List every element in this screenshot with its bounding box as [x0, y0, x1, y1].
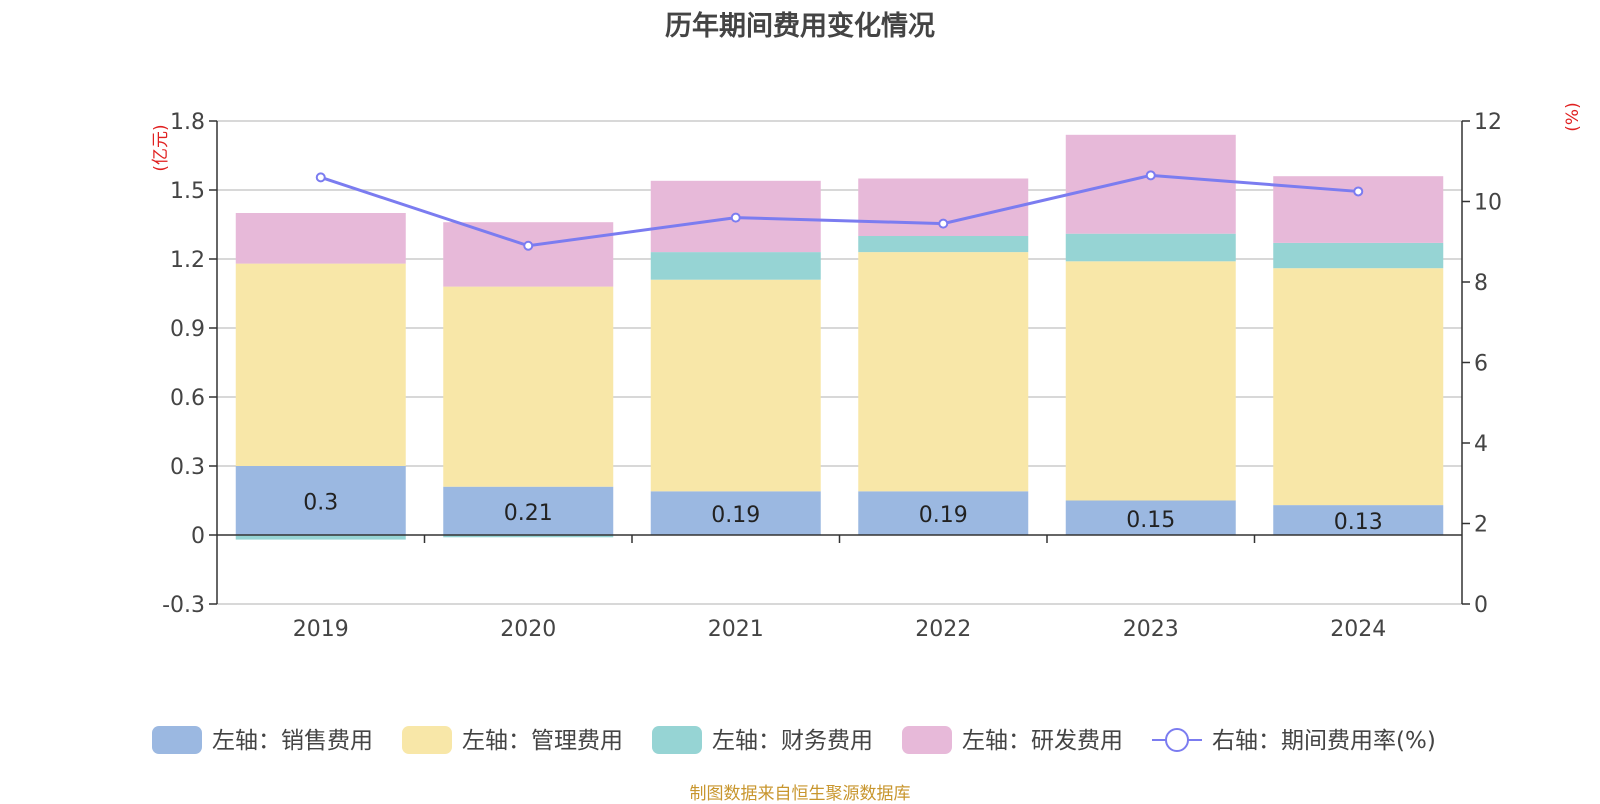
rate-point	[523, 240, 534, 251]
bar-segment	[858, 491, 1029, 535]
data-label: 0.13	[1334, 510, 1383, 535]
legend-swatch	[902, 726, 952, 754]
x-axis-tick-label: 2019	[293, 617, 349, 642]
legend-label: 左轴：研发费用	[962, 728, 1123, 754]
bar-segment	[443, 222, 614, 287]
x-axis-tick-label: 2024	[1330, 617, 1386, 642]
bar-segment	[235, 213, 406, 264]
right-axis-unit: (%)	[1563, 102, 1583, 131]
data-label: 0.21	[504, 501, 553, 526]
rate-point	[1353, 186, 1364, 197]
data-label: 0.19	[711, 503, 760, 528]
source-note: 制图数据来自恒生聚源数据库	[689, 784, 911, 804]
x-axis-tick-label: 2023	[1123, 617, 1179, 642]
bar-segment	[650, 279, 821, 492]
x-axis-tick-label: 2020	[500, 617, 556, 642]
right-axis-tick-label: 0	[1474, 593, 1488, 618]
right-axis-tick-label: 10	[1474, 191, 1502, 216]
left-axis-unit: (亿元)	[151, 124, 171, 171]
left-axis-tick-label: 0	[191, 524, 205, 549]
left-axis-tick-label: 0.6	[170, 386, 205, 411]
legend-marker	[1165, 728, 1189, 752]
legend-label: 左轴：财务费用	[712, 728, 873, 754]
bar-segment	[858, 252, 1029, 492]
bar-segment	[858, 236, 1029, 253]
bar-segment	[443, 486, 614, 535]
left-axis-tick-label: 1.2	[170, 248, 205, 273]
bar-segment	[1065, 134, 1236, 234]
bar-segment	[235, 263, 406, 466]
data-label: 0.3	[303, 491, 338, 516]
bar-segment	[1065, 261, 1236, 501]
data-label: 0.19	[919, 503, 968, 528]
bar-segment	[443, 286, 614, 487]
left-axis-tick-label: 1.8	[170, 110, 205, 135]
bar-segment	[1273, 242, 1444, 269]
rate-line	[320, 173, 1359, 248]
bar-segment	[650, 252, 821, 280]
bar-segment	[235, 466, 406, 535]
rate-point	[315, 172, 326, 183]
left-axis-tick-label: 0.3	[170, 455, 205, 480]
legend-label: 左轴：管理费用	[462, 728, 623, 754]
bar-segment	[1273, 268, 1444, 506]
right-axis-tick-label: 4	[1474, 432, 1488, 457]
left-axis-tick-label: 0.9	[170, 317, 205, 342]
right-axis-tick-label: 6	[1474, 352, 1488, 377]
right-axis-tick-label: 8	[1474, 271, 1488, 296]
chart-title: 历年期间费用变化情况	[665, 11, 935, 42]
bar-segment	[1065, 500, 1236, 535]
legend-swatch	[652, 726, 702, 754]
legend-label: 右轴：期间费用率(%)	[1212, 728, 1436, 754]
right-axis-tick-label: 2	[1474, 513, 1488, 538]
data-label: 0.15	[1126, 508, 1175, 533]
bar-segment	[650, 491, 821, 535]
bar-segment	[1065, 233, 1236, 262]
legend-label: 左轴：销售费用	[212, 728, 373, 754]
rate-point	[730, 212, 741, 223]
rate-point	[938, 218, 949, 229]
x-axis-tick-label: 2021	[708, 617, 764, 642]
left-axis-tick-label: 1.5	[170, 179, 205, 204]
bar-segment	[235, 535, 406, 540]
legend-swatch	[152, 726, 202, 754]
bar-segment	[1273, 505, 1444, 535]
left-axis-tick-label: -0.3	[162, 593, 205, 618]
rate-point	[1145, 170, 1156, 181]
right-axis-tick-label: 12	[1474, 110, 1502, 135]
x-axis-tick-label: 2022	[915, 617, 971, 642]
legend-swatch	[402, 726, 452, 754]
bar-segment	[443, 535, 614, 538]
